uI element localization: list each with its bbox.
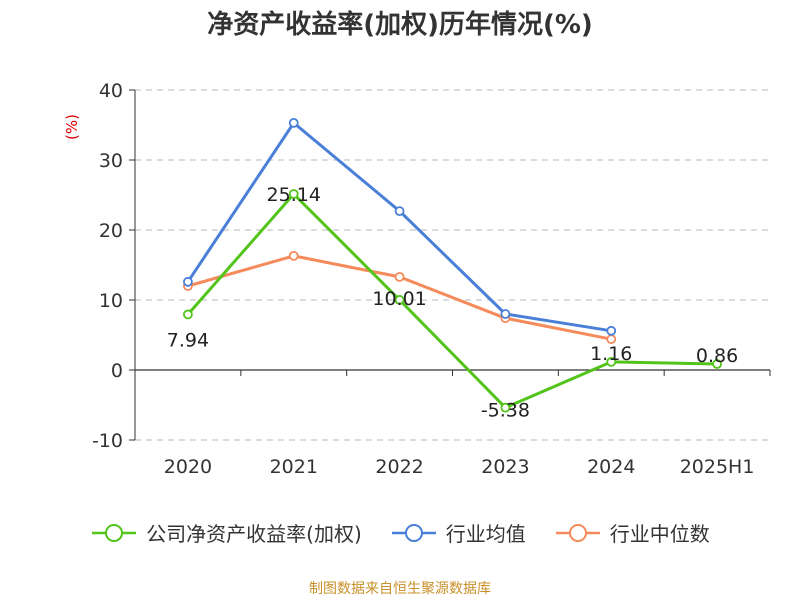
data-point (500, 309, 511, 319)
legend-label: 公司净资产收益率(加权) (146, 522, 362, 546)
data-point (183, 276, 193, 287)
y-tick-label: 10 (99, 290, 123, 312)
legend-marker-icon (92, 523, 137, 542)
data-point (183, 309, 193, 320)
legend-marker-icon (555, 523, 600, 542)
y-tick-label: 30 (99, 150, 123, 172)
data-point (288, 250, 299, 261)
legend-item: 行业中位数 (554, 518, 710, 547)
data-point (288, 118, 299, 128)
data-label: 7.94 (167, 329, 209, 351)
y-tick-label: 40 (99, 80, 123, 102)
y-tick-label: 20 (99, 220, 123, 242)
data-point (712, 359, 722, 369)
data-point (606, 356, 617, 367)
legend-item: 公司净资产收益率(加权) (90, 518, 362, 547)
x-tick-label: 2020 (164, 456, 212, 478)
y-tick-label: 0 (111, 360, 123, 382)
legend-label: 行业中位数 (609, 522, 710, 546)
x-tick-label: 2024 (587, 456, 635, 478)
data-label: -5.38 (481, 400, 530, 422)
y-tick-label: -10 (92, 430, 123, 452)
x-tick-label: 2023 (481, 456, 529, 478)
legend: 公司净资产收益率(加权) 行业均值 行业中位数 (0, 518, 800, 547)
data-point (394, 271, 405, 282)
x-tick-label: 2022 (375, 456, 423, 478)
data-label: 10.01 (372, 288, 426, 310)
x-tick-label: 2021 (270, 456, 318, 478)
x-tick-label: 2025H1 (680, 456, 755, 478)
data-label: 25.14 (267, 184, 321, 206)
data-point (394, 295, 405, 305)
legend-marker-icon (391, 523, 436, 542)
y-axis-label: (%) (63, 114, 81, 140)
legend-label: 行业均值 (445, 522, 526, 546)
data-point (500, 402, 511, 413)
legend-item: 行业均值 (390, 518, 526, 547)
data-label: 1.16 (590, 343, 632, 365)
chart-title: 净资产收益率(加权)历年情况(%) (207, 10, 593, 40)
series-line (186, 192, 718, 410)
source-footer: 制图数据来自恒生聚源数据库 (309, 581, 491, 597)
data-point (288, 189, 299, 199)
data-point (606, 325, 617, 336)
data-point (394, 206, 405, 217)
data-label: 0.86 (696, 345, 738, 367)
